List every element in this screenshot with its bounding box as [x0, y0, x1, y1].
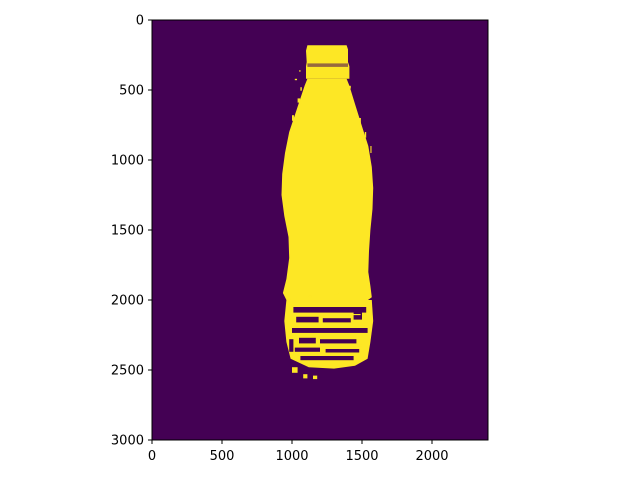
plot-area	[151, 19, 489, 441]
y-tick-label: 0	[136, 14, 144, 29]
x-tick-label: 500	[210, 449, 235, 464]
x-tick-label: 0	[148, 449, 156, 464]
noise-speck	[299, 70, 301, 72]
base-dark-segment	[322, 318, 351, 323]
cap-ring-shadow	[307, 63, 348, 67]
base-dark-segment	[293, 307, 367, 313]
y-tick-label: 1500	[111, 224, 144, 239]
base-bright-segment	[303, 353, 357, 356]
noise-speck	[300, 87, 302, 91]
noise-speck	[287, 298, 291, 301]
base-dark-segment	[300, 356, 354, 361]
base-dark-segment	[353, 311, 362, 320]
base-dark-segment	[325, 349, 360, 353]
bottle-body-region	[281, 78, 374, 307]
bottle-cap-region	[306, 45, 350, 79]
noise-speck	[334, 293, 339, 295]
base-fragment	[313, 375, 318, 380]
noise-speck	[292, 115, 294, 121]
base-bright-segment	[297, 344, 362, 347]
noise-speck	[364, 132, 367, 138]
base-dark-segment	[320, 339, 357, 344]
base-dark-segment	[289, 339, 294, 352]
noise-speck	[308, 295, 312, 298]
y-axis: 0 500 1000 1500 2000 2500 3000	[111, 14, 152, 449]
x-tick-label: 1000	[275, 449, 308, 464]
base-dark-segment	[296, 316, 319, 323]
noise-speck	[349, 85, 351, 89]
base-bright-segment	[297, 314, 361, 316]
y-tick-label: 500	[119, 84, 144, 99]
noise-speck	[359, 118, 361, 127]
x-tick-label: 1500	[345, 449, 378, 464]
base-bright-segment	[294, 325, 365, 327]
noise-speck	[294, 78, 298, 81]
x-tick-label: 2000	[415, 449, 448, 464]
base-dark-segment	[294, 347, 320, 352]
noise-speck	[292, 129, 294, 134]
base-fragment	[303, 374, 308, 379]
base-dark-segment	[292, 328, 368, 333]
noise-speck	[370, 146, 372, 153]
x-axis: 0 500 1000 1500 2000	[148, 440, 449, 464]
y-tick-label: 2500	[111, 364, 144, 379]
y-tick-label: 2000	[111, 294, 144, 309]
y-tick-label: 1000	[111, 154, 144, 169]
base-bright-segment	[300, 335, 360, 337]
base-dark-segment	[299, 337, 316, 344]
noise-speck	[297, 98, 301, 103]
base-fragment	[292, 367, 298, 373]
y-tick-label: 3000	[111, 434, 144, 449]
